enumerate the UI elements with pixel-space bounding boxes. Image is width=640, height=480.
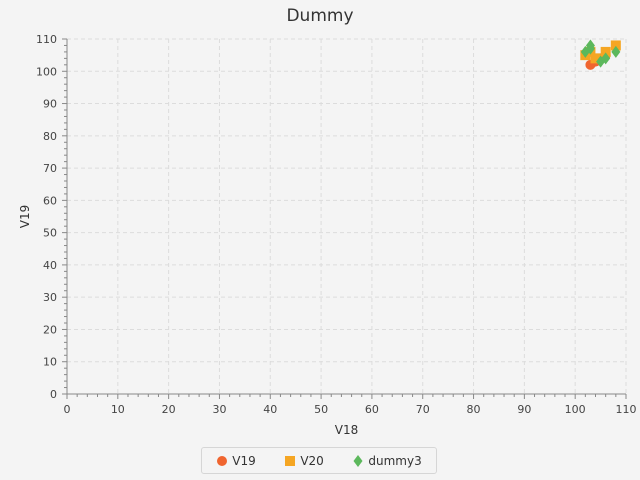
legend-label: V20 [300, 453, 324, 468]
legend: V19 V20 dummy3 [201, 447, 437, 474]
legend-item-dummy3: dummy3 [352, 453, 422, 468]
y-tick-label: 100 [36, 65, 57, 78]
legend-swatch-square [285, 455, 296, 466]
chart-title: Dummy [286, 6, 354, 26]
legend-item-V19: V19 [216, 453, 256, 468]
x-axis-label: V18 [335, 423, 358, 437]
data-point-dummy3 [611, 45, 621, 58]
y-tick-label: 110 [36, 33, 57, 46]
legend-item-V20: V20 [284, 453, 324, 468]
legend-swatch-diamond [353, 454, 363, 467]
y-tick-label: 20 [43, 323, 57, 336]
y-tick-label: 10 [43, 356, 57, 369]
legend-label: V19 [232, 453, 256, 468]
y-tick-label: 40 [43, 259, 57, 272]
y-axis-label: V19 [18, 205, 32, 228]
y-tick-label: 60 [43, 194, 57, 207]
x-tick-label: 10 [111, 403, 125, 416]
x-tick-label: 0 [64, 403, 71, 416]
data-point-dummy3 [585, 39, 595, 52]
legend-label: dummy3 [368, 453, 422, 468]
x-tick-label: 90 [517, 403, 531, 416]
x-tick-label: 20 [162, 403, 176, 416]
scatter-plot: 0 10 20 30 40 50 60 70 80 90 100 110 0 10 20 30 40 50 60 70… [18, 33, 637, 437]
data-point-V20 [610, 40, 621, 51]
y-tick-label: 50 [43, 227, 57, 240]
legend-swatch-circle [217, 455, 228, 466]
x-tick-label: 70 [416, 403, 430, 416]
y-tick-label: 70 [43, 162, 57, 175]
x-tick-label: 50 [314, 403, 328, 416]
data-point-V20 [590, 53, 601, 64]
plot-area [67, 39, 626, 394]
y-tick-label: 80 [43, 130, 57, 143]
x-tick-label: 60 [365, 403, 379, 416]
y-tick-label: 0 [50, 388, 57, 401]
x-tick-label: 80 [467, 403, 481, 416]
x-tick-label: 30 [212, 403, 226, 416]
x-tick-label: 100 [565, 403, 586, 416]
data-point-V20 [600, 46, 611, 57]
x-tick-label: 110 [616, 403, 637, 416]
x-tick-label: 40 [263, 403, 277, 416]
data-point-dummy3 [601, 52, 611, 65]
y-tick-label: 90 [43, 98, 57, 111]
y-tick-label: 30 [43, 291, 57, 304]
